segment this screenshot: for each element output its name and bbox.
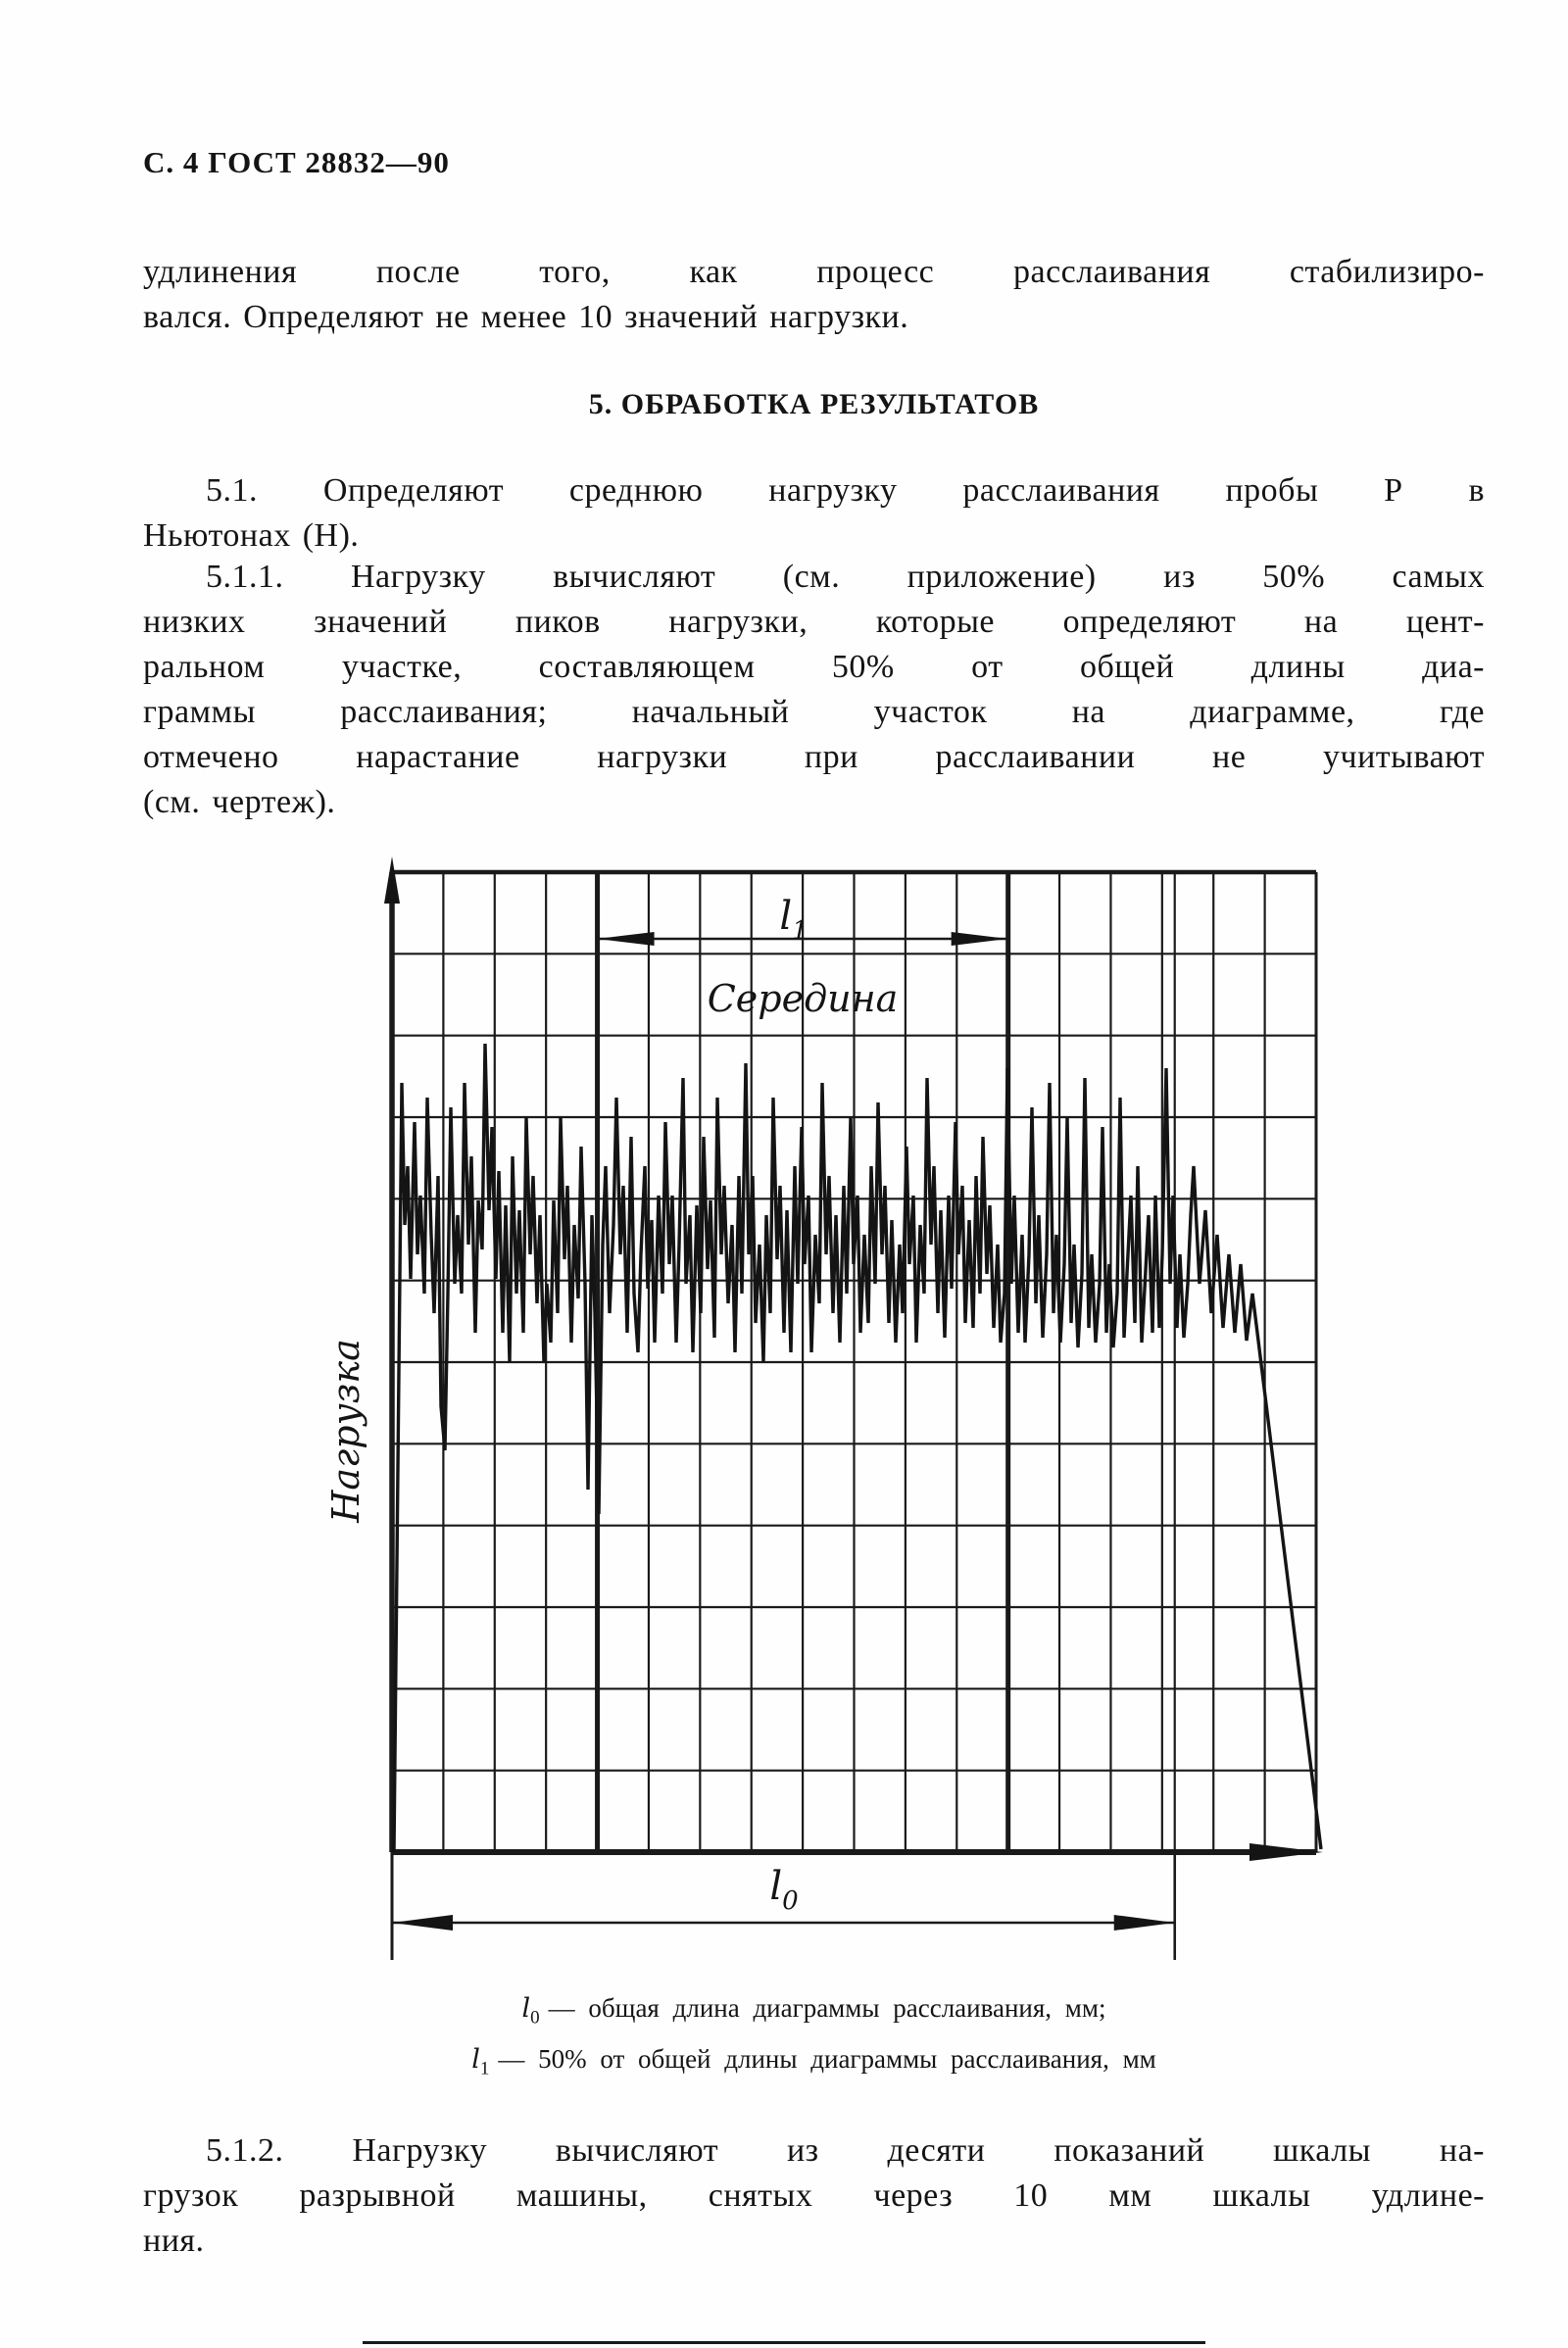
text-line: (см. чертеж).	[143, 784, 336, 820]
paragraph-5-1-1: 5.1.1. Нагрузку вычисляют (см. приложени…	[143, 555, 1485, 825]
page-header: С. 4 ГОСТ 28832—90	[143, 145, 450, 179]
middle-section-label: Середина	[708, 977, 899, 1020]
dimension-lines	[390, 932, 1177, 1960]
text-line: ния.	[143, 2223, 205, 2259]
caption-line: l1— 50% от общей длины диаграммы расслаи…	[471, 2044, 1156, 2079]
text-line: низких значений пиков нагрузки, которые …	[143, 604, 1485, 640]
paragraph-5-1: 5.1. Определяют среднюю нагрузку расслаи…	[143, 468, 1485, 559]
scan-artifact-line	[363, 2341, 1205, 2344]
text-line: ральном участке, составляющем 50% от общ…	[143, 649, 1485, 685]
chart-grid	[389, 869, 1318, 1855]
delamination-chart: l1 Середина Нагрузка l0	[324, 856, 1323, 1960]
load-trace-curve	[392, 1043, 1323, 1853]
text-line: удлинения после того, как процесс рассла…	[143, 254, 1485, 290]
paragraph-intro: удлинения после того, как процесс рассла…	[143, 250, 1485, 340]
text-line: граммы расслаивания; начальный участок н…	[143, 694, 1485, 730]
caption-line: l0— общая длина диаграммы расслаивания, …	[521, 1993, 1106, 2029]
text-line: Ньютонах (Н).	[143, 517, 360, 554]
text-line: отмечено нарастание нагрузки при расслаи…	[143, 739, 1485, 775]
dim-l0-label: l0	[769, 1864, 798, 1916]
text-line: вался. Определяют не менее 10 значений н…	[143, 299, 909, 335]
dim-l1-label: l1	[779, 894, 808, 946]
section-heading: 5. ОБРАБОТКА РЕЗУЛЬТАТОВ	[588, 388, 1040, 420]
text-line: 5.1. Определяют среднюю нагрузку расслаи…	[206, 472, 1485, 509]
text-line: 5.1.2. Нагрузку вычисляют из десяти пока…	[206, 2132, 1485, 2169]
figure-caption: l0— общая длина диаграммы расслаивания, …	[143, 1987, 1485, 2090]
y-axis-label: Нагрузка	[324, 1339, 368, 1523]
text-line: 5.1.1. Нагрузку вычисляют (см. приложени…	[206, 559, 1485, 595]
text-line: грузок разрывной машины, снятых через 10…	[143, 2177, 1485, 2214]
figure-delamination-diagram: l1 Середина Нагрузка l0	[323, 843, 1401, 1980]
paragraph-5-1-2: 5.1.2. Нагрузку вычисляют из десяти пока…	[143, 2128, 1485, 2264]
chart-axes	[384, 856, 1323, 1861]
